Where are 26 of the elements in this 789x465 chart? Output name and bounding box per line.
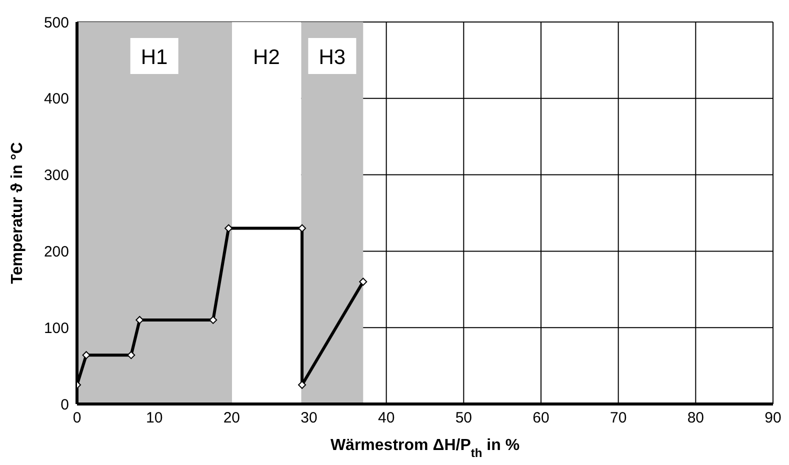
x-tick-label: 80 <box>687 410 704 427</box>
x-tick-label: 10 <box>146 410 163 427</box>
y-tick-label: 300 <box>44 167 69 184</box>
band-label: H3 <box>318 46 346 69</box>
band-label: H2 <box>253 46 280 69</box>
x-tick-label: 70 <box>610 410 627 427</box>
x-tick-label: 40 <box>378 410 395 427</box>
y-tick-label: 400 <box>44 90 69 108</box>
x-tick-label: 0 <box>72 410 82 427</box>
x-axis-title: Wärmestrom ΔH/P$_{th}$ in % <box>330 437 520 460</box>
point <box>209 316 218 324</box>
y-tick-label: 500 <box>44 14 69 32</box>
point <box>127 351 136 360</box>
x-tick-label: 20 <box>223 410 240 427</box>
y-tick-label: 100 <box>44 320 69 337</box>
y-tick-label: 200 <box>44 244 69 261</box>
y-tick-label: 0 <box>60 396 69 414</box>
x-tick-label: 30 <box>300 410 318 427</box>
point <box>82 351 90 360</box>
x-tick-label: 90 <box>764 410 782 427</box>
y-axis-title: Temperatur ϑ in °C <box>9 142 26 284</box>
band-label: H1 <box>140 46 168 69</box>
x-tick-label: 60 <box>532 410 550 427</box>
point <box>298 224 306 232</box>
point <box>359 278 368 286</box>
x-tick-label: 50 <box>455 410 472 427</box>
